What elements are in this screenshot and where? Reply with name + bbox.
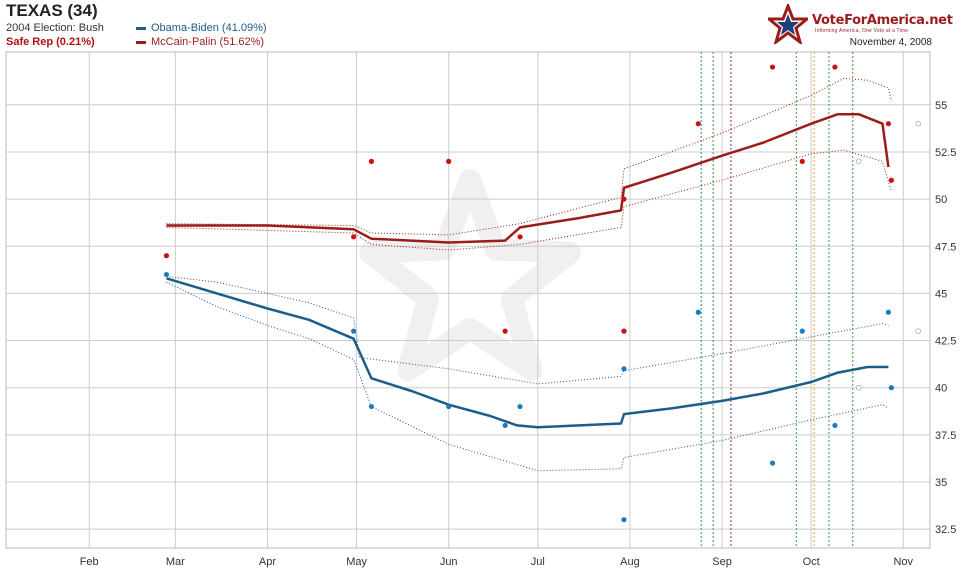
y-tick-label: 52.5 xyxy=(935,147,956,159)
mccain-hollow-point xyxy=(915,120,921,127)
obama-poll-point xyxy=(799,328,805,334)
x-tick-label: May xyxy=(346,556,367,568)
race-status-label: Safe Rep (0.21%) xyxy=(6,36,95,48)
mccain-upper-band xyxy=(166,77,892,236)
mccain-poll-point xyxy=(368,158,375,164)
star-watermark xyxy=(359,169,581,381)
x-tick-label: Feb xyxy=(80,556,99,568)
confidence-bands xyxy=(166,77,892,472)
obama-trend-line xyxy=(166,277,889,429)
mccain-poll-point xyxy=(769,64,776,70)
obama-poll-point xyxy=(695,309,701,315)
obama-hollow-point xyxy=(915,328,921,334)
poll-points xyxy=(163,64,921,523)
y-tick-label: 50 xyxy=(935,194,947,206)
obama-hollow-point xyxy=(855,384,862,391)
mccain-poll-point xyxy=(621,328,627,334)
legend-item-mccain: McCain-Palin (51.62%) xyxy=(136,36,264,48)
obama-poll-point xyxy=(517,403,523,410)
obama-poll-point xyxy=(368,403,375,410)
obama-poll-point xyxy=(769,460,776,466)
brand-tagline: Informing America, One Vote at a Time xyxy=(815,28,909,34)
y-tick-label: 42.5 xyxy=(935,336,956,348)
mccain-poll-point xyxy=(163,253,170,259)
obama-poll-point xyxy=(621,517,627,523)
y-tick-label: 47.5 xyxy=(935,241,956,253)
y-tick-label: 55 xyxy=(935,100,947,112)
obama-poll-point xyxy=(502,422,508,429)
x-tick-label: Jun xyxy=(440,556,458,568)
y-tick-label: 45 xyxy=(935,288,947,300)
x-tick-label: Sep xyxy=(712,556,732,568)
x-tick-label: Mar xyxy=(166,556,185,568)
x-tick-label: Nov xyxy=(893,556,913,568)
obama-poll-point xyxy=(621,366,627,372)
event-lines xyxy=(700,52,854,548)
mccain-poll-point xyxy=(885,121,892,127)
prior-election-label: 2004 Election: Bush xyxy=(6,22,104,34)
chart-date: November 4, 2008 xyxy=(849,37,932,48)
x-tick-label: Apr xyxy=(259,556,276,568)
obama-poll-point xyxy=(832,422,838,429)
y-tick-label: 40 xyxy=(935,383,947,395)
mccain-poll-point xyxy=(888,177,894,183)
obama-poll-point xyxy=(885,309,892,315)
watermark-star-icon xyxy=(359,169,581,381)
legend-label-mccain: McCain-Palin (51.62%) xyxy=(151,36,265,48)
plot-border xyxy=(5,51,931,549)
mccain-poll-point xyxy=(799,158,805,164)
mccain-poll-point xyxy=(351,234,357,240)
mccain-poll-point xyxy=(832,64,838,70)
mccain-lower-band xyxy=(166,149,892,251)
chart-grid xyxy=(5,51,931,549)
obama-poll-point xyxy=(446,403,452,410)
mccain-poll-point xyxy=(695,121,701,127)
x-tick-label: Oct xyxy=(803,556,820,568)
legend-item-obama: Obama-Biden (41.09%) xyxy=(136,22,267,34)
obama-poll-point xyxy=(351,328,357,334)
y-tick-label: 35 xyxy=(935,477,947,489)
x-tick-label: Jul xyxy=(531,556,545,568)
mccain-poll-point xyxy=(446,158,452,164)
y-tick-label: 37.5 xyxy=(935,430,956,442)
star-logo-icon xyxy=(768,4,808,44)
mccain-poll-point xyxy=(621,196,627,202)
y-tick-label: 32.5 xyxy=(935,524,956,536)
mccain-poll-point xyxy=(502,328,508,334)
brand-name: VoteForAmerica.net xyxy=(812,13,953,28)
trend-lines xyxy=(166,112,890,429)
legend-label-obama: Obama-Biden (41.09%) xyxy=(151,22,267,34)
obama-lower-band xyxy=(166,281,889,472)
mccain-hollow-point xyxy=(855,158,862,165)
x-tick-label: Aug xyxy=(620,556,640,568)
obama-poll-point xyxy=(163,271,170,278)
mccain-trend-line xyxy=(166,112,890,244)
mccain-poll-point xyxy=(517,234,523,240)
chart-axes: Feb Mar Apr May Jun Jul Aug Sep Oct Nov 32.5 35 37.5… xyxy=(80,100,957,568)
legend-swatch-mccain xyxy=(136,40,146,44)
legend-swatch-obama xyxy=(136,26,146,30)
chart-title: TEXAS (34) xyxy=(6,1,98,20)
obama-poll-point xyxy=(888,385,894,391)
